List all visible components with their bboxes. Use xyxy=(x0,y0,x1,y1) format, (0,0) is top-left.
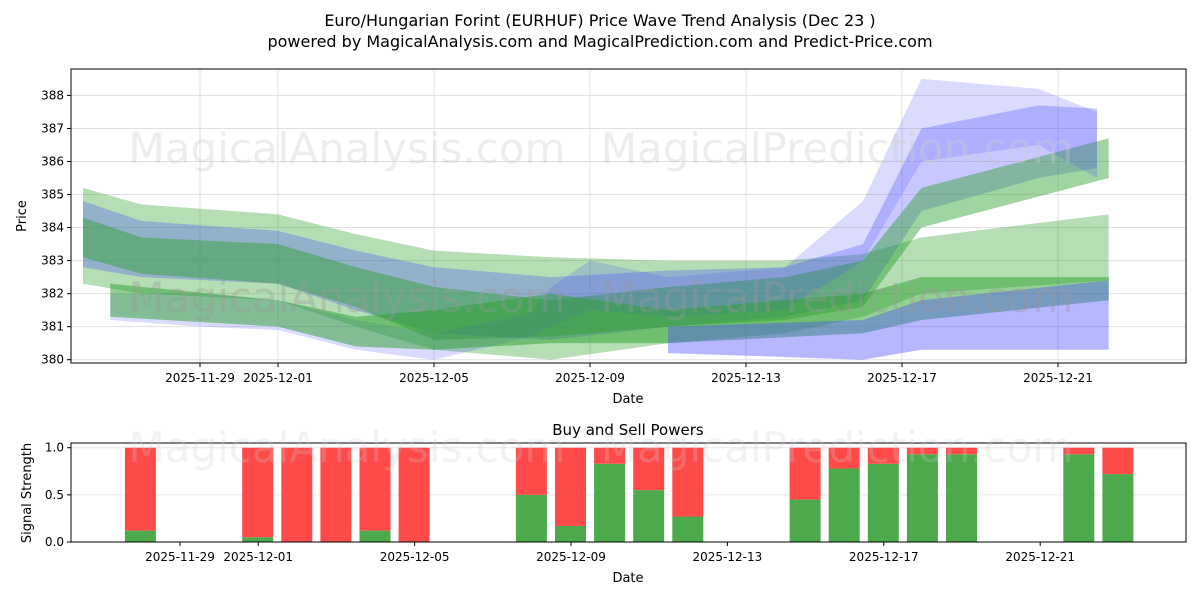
plot-frame xyxy=(70,68,1187,364)
x-tick-label: 2025-11-29 xyxy=(165,371,235,385)
x-tick-label: 2025-12-21 xyxy=(1005,550,1075,564)
sell-bar xyxy=(672,447,704,517)
sell-bar xyxy=(946,447,977,455)
y-axis-label: Signal Strength xyxy=(20,443,35,543)
y-tick-label: 380 xyxy=(41,353,64,367)
x-axis-label: Date xyxy=(612,571,643,586)
buy-bar xyxy=(594,463,626,542)
x-tick-label: 2025-12-05 xyxy=(399,371,469,385)
y-tick-label: 0.0 xyxy=(45,535,64,549)
y-tick-label: 382 xyxy=(41,287,64,301)
sell-bar xyxy=(633,447,665,491)
price-band-blue xyxy=(668,280,1109,360)
chart-subtitle: powered by MagicalAnalysis.com and Magic… xyxy=(267,32,932,51)
buy-bar xyxy=(555,525,586,542)
price-band-blue xyxy=(83,105,1097,340)
buy-bar xyxy=(124,530,156,542)
sell-bar xyxy=(867,447,899,464)
x-tick-label: 2025-12-09 xyxy=(536,550,606,564)
x-tick-label: 2025-12-17 xyxy=(867,371,937,385)
watermark: MagicalAnalysis.com xyxy=(129,124,566,173)
x-tick-label: 2025-12-01 xyxy=(223,550,293,564)
sell-bar xyxy=(1063,447,1095,455)
sell-bar xyxy=(555,447,586,526)
y-tick-label: 383 xyxy=(41,254,64,268)
price-band-green xyxy=(83,138,1109,340)
watermark: MagicalAnalysis.com xyxy=(129,423,566,472)
y-tick-label: 381 xyxy=(41,320,64,334)
sell-bar xyxy=(124,447,156,531)
sell-bar xyxy=(1102,447,1134,475)
watermark: MagicalPrediction.com xyxy=(601,124,1074,173)
buy-bar xyxy=(906,454,938,542)
x-tick-label: 2025-12-17 xyxy=(849,550,919,564)
watermark: MagicalPrediction.com xyxy=(601,273,1074,322)
x-tick-label: 2025-12-21 xyxy=(1023,371,1093,385)
plot-frame xyxy=(70,442,1187,543)
x-axis-label: Date xyxy=(612,392,643,407)
buy-bar xyxy=(789,499,821,542)
sell-bar xyxy=(789,447,821,500)
buy-bar xyxy=(242,537,274,542)
buy-bar xyxy=(1063,454,1095,542)
sell-bar xyxy=(242,447,274,538)
x-tick-label: 2025-12-09 xyxy=(555,371,625,385)
x-tick-label: 2025-12-13 xyxy=(711,371,781,385)
y-tick-label: 385 xyxy=(41,188,64,202)
y-tick-label: 388 xyxy=(41,88,64,102)
buy-bar xyxy=(515,494,547,542)
sell-bar xyxy=(515,447,547,495)
buy-bar xyxy=(867,463,899,542)
x-tick-label: 2025-12-05 xyxy=(380,550,450,564)
chart-title: Euro/Hungarian Forint (EURHUF) Price Wav… xyxy=(324,11,875,30)
sell-bar xyxy=(594,447,626,464)
bands xyxy=(83,78,1109,360)
sell-bar xyxy=(281,447,313,542)
watermark: MagicalPrediction.com xyxy=(601,423,1074,472)
bar-chart-title: Buy and Sell Powers xyxy=(552,421,704,439)
x-tick-label: 2025-12-13 xyxy=(693,550,763,564)
y-tick-label: 1.0 xyxy=(45,441,64,455)
sell-bar xyxy=(359,447,391,531)
watermark: MagicalAnalysis.com xyxy=(129,273,566,322)
buy-bar xyxy=(946,454,977,542)
sell-bar xyxy=(906,447,938,455)
buy-bar xyxy=(359,530,391,542)
y-tick-label: 0.5 xyxy=(45,488,64,502)
sell-bar xyxy=(320,447,352,542)
buy-bar xyxy=(672,516,704,542)
sell-bar xyxy=(828,447,860,469)
price-band-green xyxy=(110,277,1109,350)
x-tick-label: 2025-12-01 xyxy=(243,371,313,385)
y-tick-label: 384 xyxy=(41,221,64,235)
sell-bar xyxy=(398,447,430,542)
buy-bar xyxy=(1102,474,1134,542)
buy-bar xyxy=(633,490,665,542)
y-tick-label: 386 xyxy=(41,154,64,168)
x-tick-label: 2025-11-29 xyxy=(145,550,215,564)
y-tick-label: 387 xyxy=(41,121,64,135)
y-axis-label: Price xyxy=(15,200,30,232)
buy-bar xyxy=(828,468,860,542)
